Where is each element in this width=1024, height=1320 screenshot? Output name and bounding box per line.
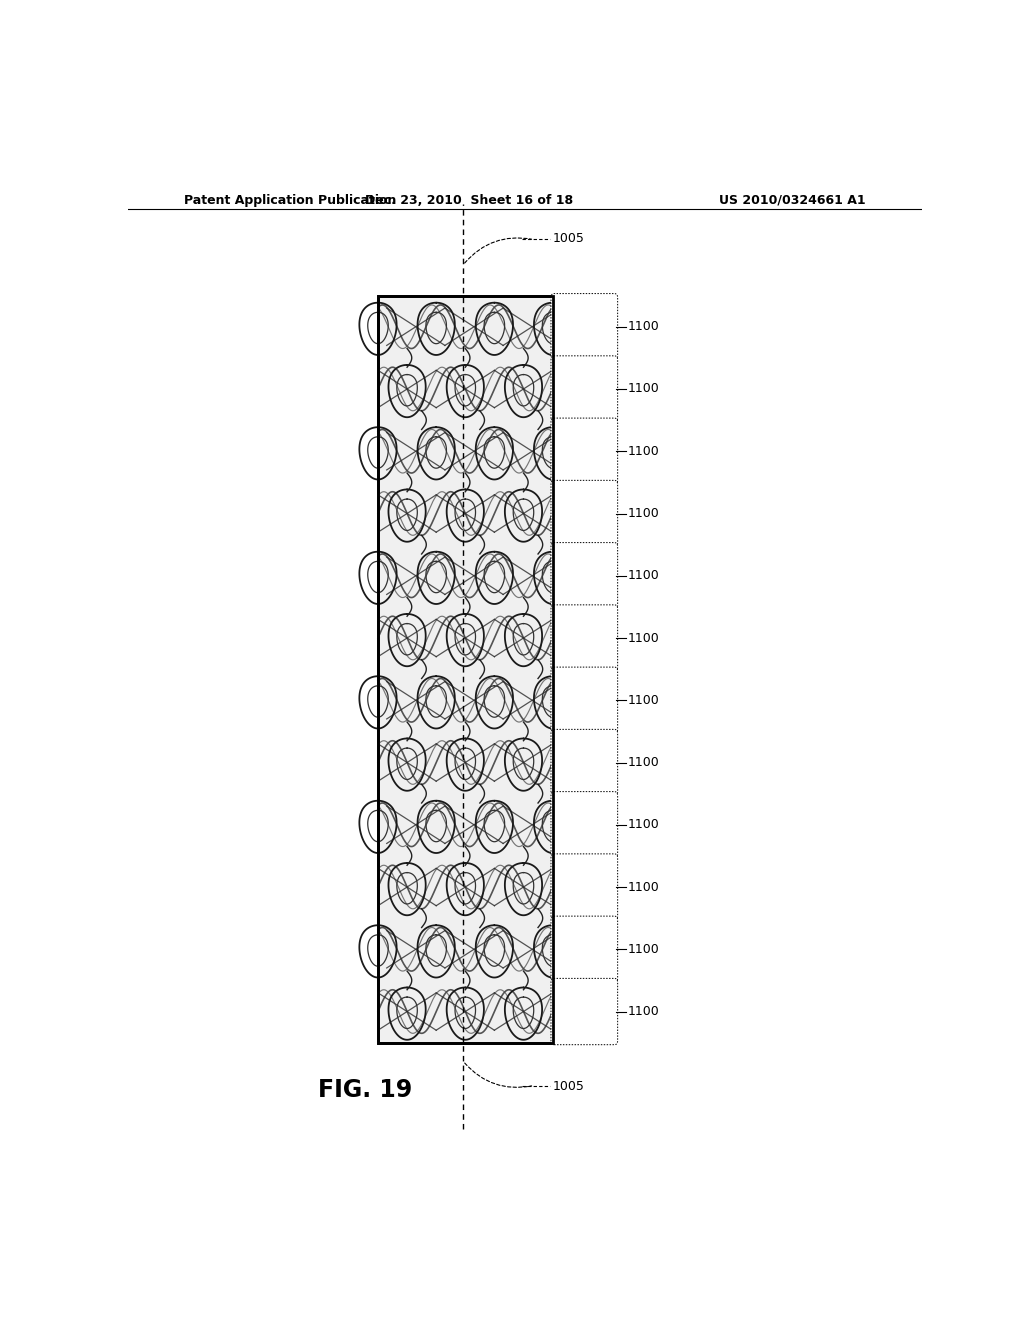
FancyBboxPatch shape: [551, 293, 617, 360]
FancyBboxPatch shape: [551, 543, 617, 609]
Text: 1100: 1100: [628, 880, 659, 894]
Text: 1005: 1005: [553, 1080, 585, 1093]
Text: FIG. 19: FIG. 19: [318, 1077, 413, 1102]
Text: 1100: 1100: [628, 818, 659, 832]
FancyBboxPatch shape: [378, 296, 553, 1043]
Text: Patent Application Publication: Patent Application Publication: [183, 194, 396, 207]
Text: 1100: 1100: [628, 507, 659, 520]
Text: 1005: 1005: [553, 232, 585, 246]
Text: 1100: 1100: [628, 445, 659, 458]
FancyBboxPatch shape: [551, 916, 617, 982]
FancyBboxPatch shape: [551, 356, 617, 422]
FancyBboxPatch shape: [551, 730, 617, 796]
Text: Dec. 23, 2010  Sheet 16 of 18: Dec. 23, 2010 Sheet 16 of 18: [366, 194, 573, 207]
FancyBboxPatch shape: [551, 418, 617, 484]
Text: US 2010/0324661 A1: US 2010/0324661 A1: [720, 194, 866, 207]
FancyBboxPatch shape: [551, 667, 617, 734]
FancyBboxPatch shape: [551, 605, 617, 671]
Text: 1100: 1100: [628, 942, 659, 956]
Text: 1100: 1100: [628, 631, 659, 644]
FancyBboxPatch shape: [551, 480, 617, 546]
Text: 1100: 1100: [628, 569, 659, 582]
FancyBboxPatch shape: [551, 978, 617, 1044]
FancyBboxPatch shape: [551, 792, 617, 858]
FancyBboxPatch shape: [551, 854, 617, 920]
Text: 1100: 1100: [628, 321, 659, 333]
Text: 1100: 1100: [628, 1005, 659, 1018]
Text: 1100: 1100: [628, 756, 659, 770]
Text: 1100: 1100: [628, 383, 659, 396]
Text: 1100: 1100: [628, 694, 659, 706]
